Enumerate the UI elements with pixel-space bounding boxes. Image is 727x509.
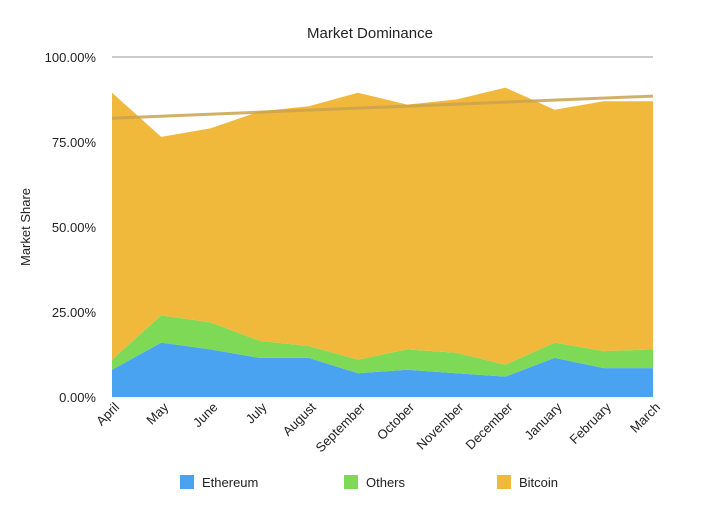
legend-label-bitcoin: Bitcoin — [519, 475, 558, 490]
x-tick-label: November — [413, 399, 466, 452]
x-tick-label: July — [243, 399, 270, 426]
y-tick-label: 0.00% — [59, 390, 96, 405]
legend-label-others: Others — [366, 475, 406, 490]
x-tick-label: February — [567, 399, 615, 447]
y-tick-label: 50.00% — [52, 220, 97, 235]
x-tick-label: August — [280, 399, 319, 438]
y-tick-labels: 0.00% 25.00% 50.00% 75.00% 100.00% — [45, 50, 97, 405]
trend-layer — [111, 94, 654, 120]
y-tick-label: 75.00% — [52, 135, 97, 150]
area-others — [112, 315, 653, 377]
legend-swatch-bitcoin — [497, 475, 511, 489]
legend-swatch-ethereum — [180, 475, 194, 489]
legend-label-ethereum: Ethereum — [202, 475, 258, 490]
x-tick-label: June — [190, 400, 221, 431]
trendline-bitcoin — [111, 94, 654, 120]
x-tick-label: April — [93, 399, 122, 428]
legend: Ethereum Others Bitcoin — [180, 475, 558, 490]
x-tick-label: March — [627, 400, 663, 436]
x-tick-label: December — [463, 399, 516, 452]
chart-title: Market Dominance — [307, 25, 433, 42]
y-tick-label: 100.00% — [45, 50, 97, 65]
x-tick-label: October — [374, 399, 418, 443]
x-tick-label: September — [312, 399, 368, 455]
y-axis-label: Market Share — [18, 188, 33, 266]
legend-swatch-others — [344, 475, 358, 489]
y-tick-label: 25.00% — [52, 305, 97, 320]
area-ethereum — [112, 342, 653, 397]
area-bitcoin — [112, 87, 653, 365]
x-tick-label: January — [521, 399, 565, 443]
area-layer — [112, 87, 653, 397]
x-tick-label: May — [143, 399, 171, 427]
